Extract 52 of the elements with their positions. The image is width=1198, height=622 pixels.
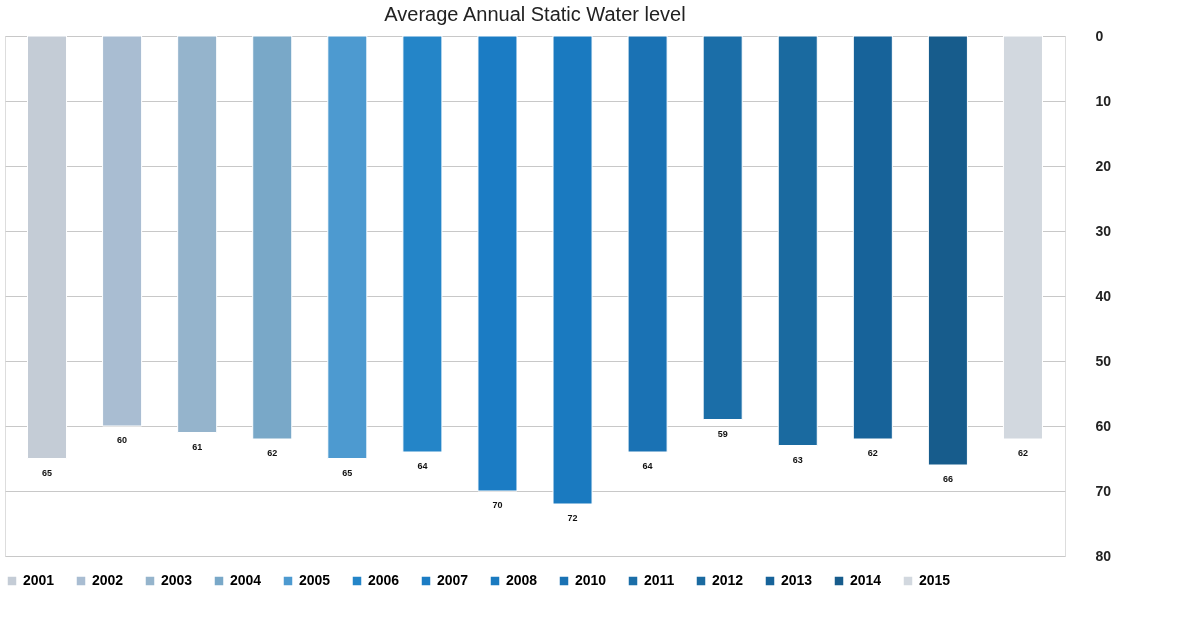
bar bbox=[177, 35, 218, 433]
bar bbox=[402, 35, 443, 453]
data-label: 72 bbox=[567, 513, 578, 523]
y-tick-label: 0 bbox=[1095, 27, 1104, 44]
y-tick-label: 60 bbox=[1095, 417, 1112, 434]
legend-label: 2007 bbox=[437, 572, 469, 588]
legend-label: 2013 bbox=[781, 572, 813, 588]
legend-label: 2004 bbox=[230, 572, 262, 588]
data-label: 64 bbox=[417, 461, 428, 471]
bar bbox=[552, 35, 593, 505]
y-tick-label: 50 bbox=[1095, 352, 1112, 369]
bar bbox=[27, 35, 68, 459]
legend-label: 2015 bbox=[919, 572, 951, 588]
legend-label: 2002 bbox=[92, 572, 124, 588]
y-tick-label: 70 bbox=[1095, 482, 1112, 499]
data-label: 61 bbox=[192, 441, 203, 452]
data-label: 59 bbox=[717, 428, 728, 439]
y-tick-label: 10 bbox=[1095, 92, 1112, 109]
legend-label: 2003 bbox=[161, 572, 193, 588]
data-label: 62 bbox=[1017, 448, 1028, 458]
y-tick-label: 20 bbox=[1095, 157, 1112, 174]
data-label: 62 bbox=[867, 448, 878, 458]
bar bbox=[777, 35, 818, 446]
bar bbox=[102, 35, 143, 427]
bar bbox=[1002, 35, 1043, 440]
data-label: 70 bbox=[492, 500, 503, 510]
y-tick-label: 30 bbox=[1095, 222, 1112, 239]
data-label: 63 bbox=[792, 454, 803, 465]
bar bbox=[702, 35, 743, 420]
bar bbox=[252, 35, 293, 440]
legend-label: 2001 bbox=[23, 572, 55, 588]
data-label: 62 bbox=[267, 448, 278, 458]
data-label: 64 bbox=[642, 461, 653, 471]
bar bbox=[927, 35, 968, 466]
data-label: 60 bbox=[117, 435, 128, 445]
bar bbox=[627, 35, 668, 453]
y-tick-label: 80 bbox=[1095, 547, 1112, 564]
data-label: 66 bbox=[942, 474, 953, 484]
bar bbox=[477, 35, 518, 492]
data-label: 65 bbox=[42, 467, 53, 478]
legend-label: 2010 bbox=[575, 572, 607, 588]
data-label: 65 bbox=[342, 467, 353, 478]
y-tick-label: 40 bbox=[1095, 287, 1112, 304]
legend-label: 2005 bbox=[299, 572, 331, 588]
bar bbox=[852, 35, 893, 440]
legend-label: 2014 bbox=[850, 572, 882, 588]
chart-title: Average Annual Static Water level bbox=[384, 3, 686, 25]
bar bbox=[327, 35, 368, 459]
legend-label: 2008 bbox=[506, 572, 538, 588]
legend-label: 2006 bbox=[368, 572, 400, 588]
legend-label: 2012 bbox=[712, 572, 744, 588]
legend-label: 2011 bbox=[644, 572, 675, 588]
